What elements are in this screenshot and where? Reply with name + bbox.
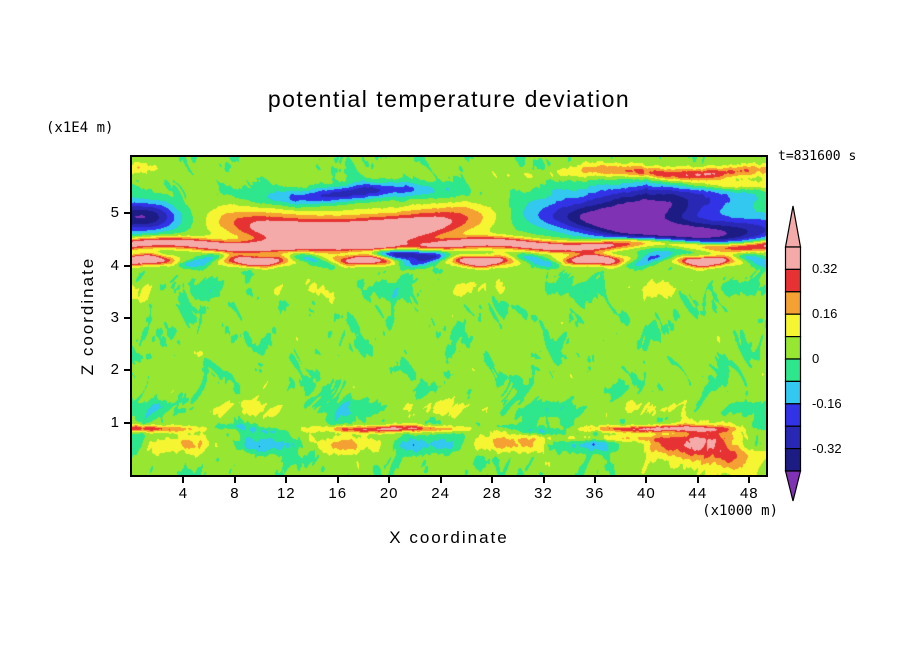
z-tick-mark: [124, 421, 130, 424]
x-tick-mark: [696, 477, 699, 483]
colorbar-label: 0: [812, 351, 820, 366]
x-axis-unit-label: (x1000 m): [702, 503, 778, 519]
z-tick-label: 3: [110, 309, 120, 327]
colorbar-label: 0.16: [812, 306, 838, 322]
x-tick-mark: [593, 477, 596, 483]
x-tick-label: 12: [276, 485, 296, 502]
x-tick-label: 32: [534, 485, 553, 502]
colorbar-segment: [784, 313, 802, 338]
x-tick-mark: [748, 477, 751, 483]
colorbar-segment: [784, 336, 802, 360]
contour-plot-canvas: [132, 157, 766, 475]
colorbar-label: 0.32: [812, 261, 838, 277]
x-tick-mark: [645, 477, 648, 483]
colorbar-svg: [784, 205, 802, 502]
x-tick-label: 16: [328, 485, 348, 502]
colorbar-segment: [784, 425, 802, 450]
z-tick-mark: [124, 264, 130, 267]
plot-frame: [130, 155, 768, 477]
x-tick-mark: [336, 477, 339, 483]
colorbar: [784, 205, 884, 505]
z-tick-label: 4: [110, 256, 120, 274]
colorbar-label: -0.32: [812, 440, 842, 456]
z-tick-mark: [124, 317, 130, 320]
colorbar-segment: [784, 380, 802, 405]
z-tick-label: 1: [110, 413, 120, 431]
x-tick-mark: [182, 477, 185, 483]
x-tick-label: 24: [431, 485, 450, 502]
colorbar-segment: [784, 358, 802, 382]
z-tick-label: 2: [110, 361, 120, 379]
time-label: t=831600 s: [778, 149, 857, 164]
x-axis-label: X coordinate: [389, 528, 509, 547]
y-axis-unit-label: (x1E4 m): [46, 120, 114, 136]
x-tick-mark: [439, 477, 442, 483]
x-tick-mark: [233, 477, 236, 483]
x-tick-mark: [285, 477, 288, 483]
z-tick-mark: [124, 212, 130, 215]
x-tick-mark: [388, 477, 391, 483]
x-tick-label: 4: [178, 485, 189, 502]
x-tick-label: 40: [637, 485, 656, 502]
z-tick-label: 5: [110, 204, 120, 222]
x-tick-label: 28: [482, 485, 502, 502]
x-tick-label: 48: [739, 485, 759, 502]
plot-title: potential temperature deviation: [267, 86, 631, 112]
x-tick-label: 36: [585, 485, 605, 502]
colorbar-arrow: [784, 470, 802, 502]
x-tick-label: 8: [230, 485, 240, 502]
colorbar-segment: [784, 448, 802, 472]
x-tick-label: 44: [688, 485, 708, 502]
z-tick-mark: [124, 369, 130, 372]
colorbar-segment: [784, 268, 802, 293]
colorbar-arrow: [784, 205, 802, 248]
x-tick-label: 20: [379, 485, 399, 502]
x-tick-mark: [491, 477, 494, 483]
colorbar-segment: [784, 403, 802, 427]
colorbar-segment: [784, 246, 802, 270]
x-tick-mark: [542, 477, 545, 483]
colorbar-label: -0.16: [812, 395, 842, 411]
colorbar-segment: [784, 291, 802, 315]
